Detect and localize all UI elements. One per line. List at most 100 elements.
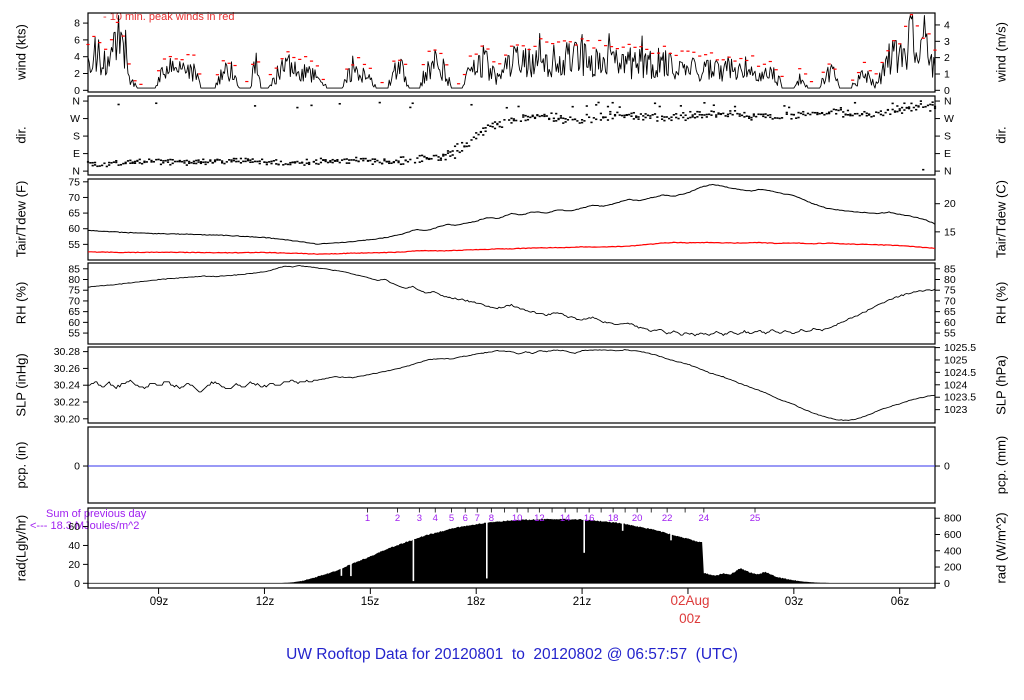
y-tick-label-right-slp: 1024	[944, 379, 968, 391]
dir-dot	[896, 105, 899, 107]
dir-dot	[910, 109, 913, 112]
dir-dot	[531, 114, 534, 117]
y-axis-title-rad-left: rad(Lgly/hr)	[13, 514, 29, 582]
dir-dot	[637, 118, 640, 120]
dir-dot	[602, 116, 605, 118]
dir-dot	[484, 130, 487, 133]
y-tick-label-right-rad: 600	[944, 529, 962, 541]
dir-dot	[498, 125, 501, 128]
y-tick-label-right-rh: 55	[944, 328, 956, 340]
dir-dot	[150, 159, 153, 162]
dir-dot	[886, 108, 890, 111]
dir-dot	[310, 104, 313, 107]
dir-dot	[512, 118, 515, 120]
dir-dot	[444, 158, 447, 161]
dir-dot	[569, 116, 572, 118]
dir-dot	[397, 161, 400, 164]
dir-dot	[409, 158, 412, 161]
y-tick-label-left-slp: 30.26	[54, 363, 80, 375]
panel-rh	[87, 262, 936, 345]
dir-dot	[562, 117, 565, 120]
dir-dot	[849, 114, 852, 117]
dir-dot	[192, 162, 195, 165]
dir-dot	[632, 111, 635, 114]
dir-dot	[477, 133, 480, 136]
y-tick-label-right-rad: 800	[944, 513, 962, 525]
dir-dot	[684, 119, 687, 122]
x-tick-label-18z: 18z	[466, 596, 486, 608]
dir-dot	[242, 160, 245, 163]
dir-dot	[580, 119, 584, 121]
y-tick-label-right-rad: 400	[944, 545, 962, 557]
dir-dot	[392, 161, 395, 163]
y-tick-label-right-wind: 3	[944, 36, 950, 48]
dir-dot	[376, 159, 379, 162]
dir-dot	[898, 108, 901, 110]
dir-dot	[898, 109, 901, 112]
dir-dot	[244, 160, 247, 163]
dir-dot	[844, 113, 847, 116]
dir-dot	[388, 160, 391, 163]
dir-dot	[510, 117, 513, 120]
dir-dot	[651, 114, 654, 116]
dir-dot	[625, 113, 628, 116]
dir-dot	[548, 118, 551, 121]
dir-dot	[856, 112, 859, 115]
dir-dot	[597, 101, 600, 104]
dir-dot	[795, 117, 798, 119]
dir-dot	[230, 160, 233, 163]
dir-dot	[613, 113, 617, 116]
dir-dot	[289, 163, 292, 166]
dir-dot	[268, 161, 271, 163]
dir-dot	[249, 161, 252, 164]
dir-dot	[545, 115, 548, 117]
dir-dot	[595, 104, 598, 106]
dir-dot	[715, 116, 718, 118]
dir-dot	[289, 161, 292, 164]
dir-dot	[731, 113, 734, 116]
dir-dot	[691, 116, 694, 118]
dir-dot	[835, 112, 838, 115]
dir-dot	[293, 161, 297, 163]
dir-dot	[519, 120, 523, 122]
dir-dot	[609, 113, 612, 115]
dir-dot	[202, 161, 205, 164]
dir-dot	[679, 114, 682, 117]
y-tick-label-left-dir: S	[73, 131, 80, 143]
dir-dot	[785, 113, 788, 116]
dir-dot	[792, 114, 795, 116]
dir-dot	[703, 102, 706, 104]
dir-dot	[618, 114, 621, 116]
y-tick-label-left-slp: 30.24	[54, 380, 80, 392]
dir-dot	[658, 105, 661, 108]
dir-dot	[108, 164, 111, 166]
dir-dot	[785, 111, 788, 114]
dir-dot	[799, 112, 802, 115]
dir-dot	[738, 115, 741, 117]
dir-dot	[110, 162, 113, 164]
cumulative-mj-label: 2	[395, 513, 400, 524]
y-tick-label-left-slp: 30.28	[54, 346, 80, 358]
dir-dot	[555, 112, 558, 115]
dir-dot	[263, 161, 266, 164]
cumulative-mj-label: 12	[534, 513, 545, 524]
dir-dot	[404, 159, 407, 162]
dir-dot	[265, 161, 268, 164]
dir-dot	[818, 112, 821, 115]
dir-dot	[228, 159, 231, 161]
y-tick-label-left-dir: E	[73, 148, 80, 160]
dir-dot	[456, 143, 459, 145]
dir-dot	[922, 106, 925, 108]
dir-dot	[623, 114, 626, 117]
y-tick-label-right-rad: 200	[944, 562, 962, 574]
dir-dot	[660, 115, 664, 118]
dir-dot	[722, 112, 725, 115]
dir-dot	[312, 161, 315, 163]
dir-dot	[329, 160, 332, 162]
dir-dot	[677, 117, 680, 120]
dir-dot	[258, 160, 261, 162]
dir-dot	[820, 112, 824, 115]
dir-dot	[202, 158, 205, 161]
dir-dot	[336, 160, 339, 162]
dir-dot	[839, 107, 842, 109]
